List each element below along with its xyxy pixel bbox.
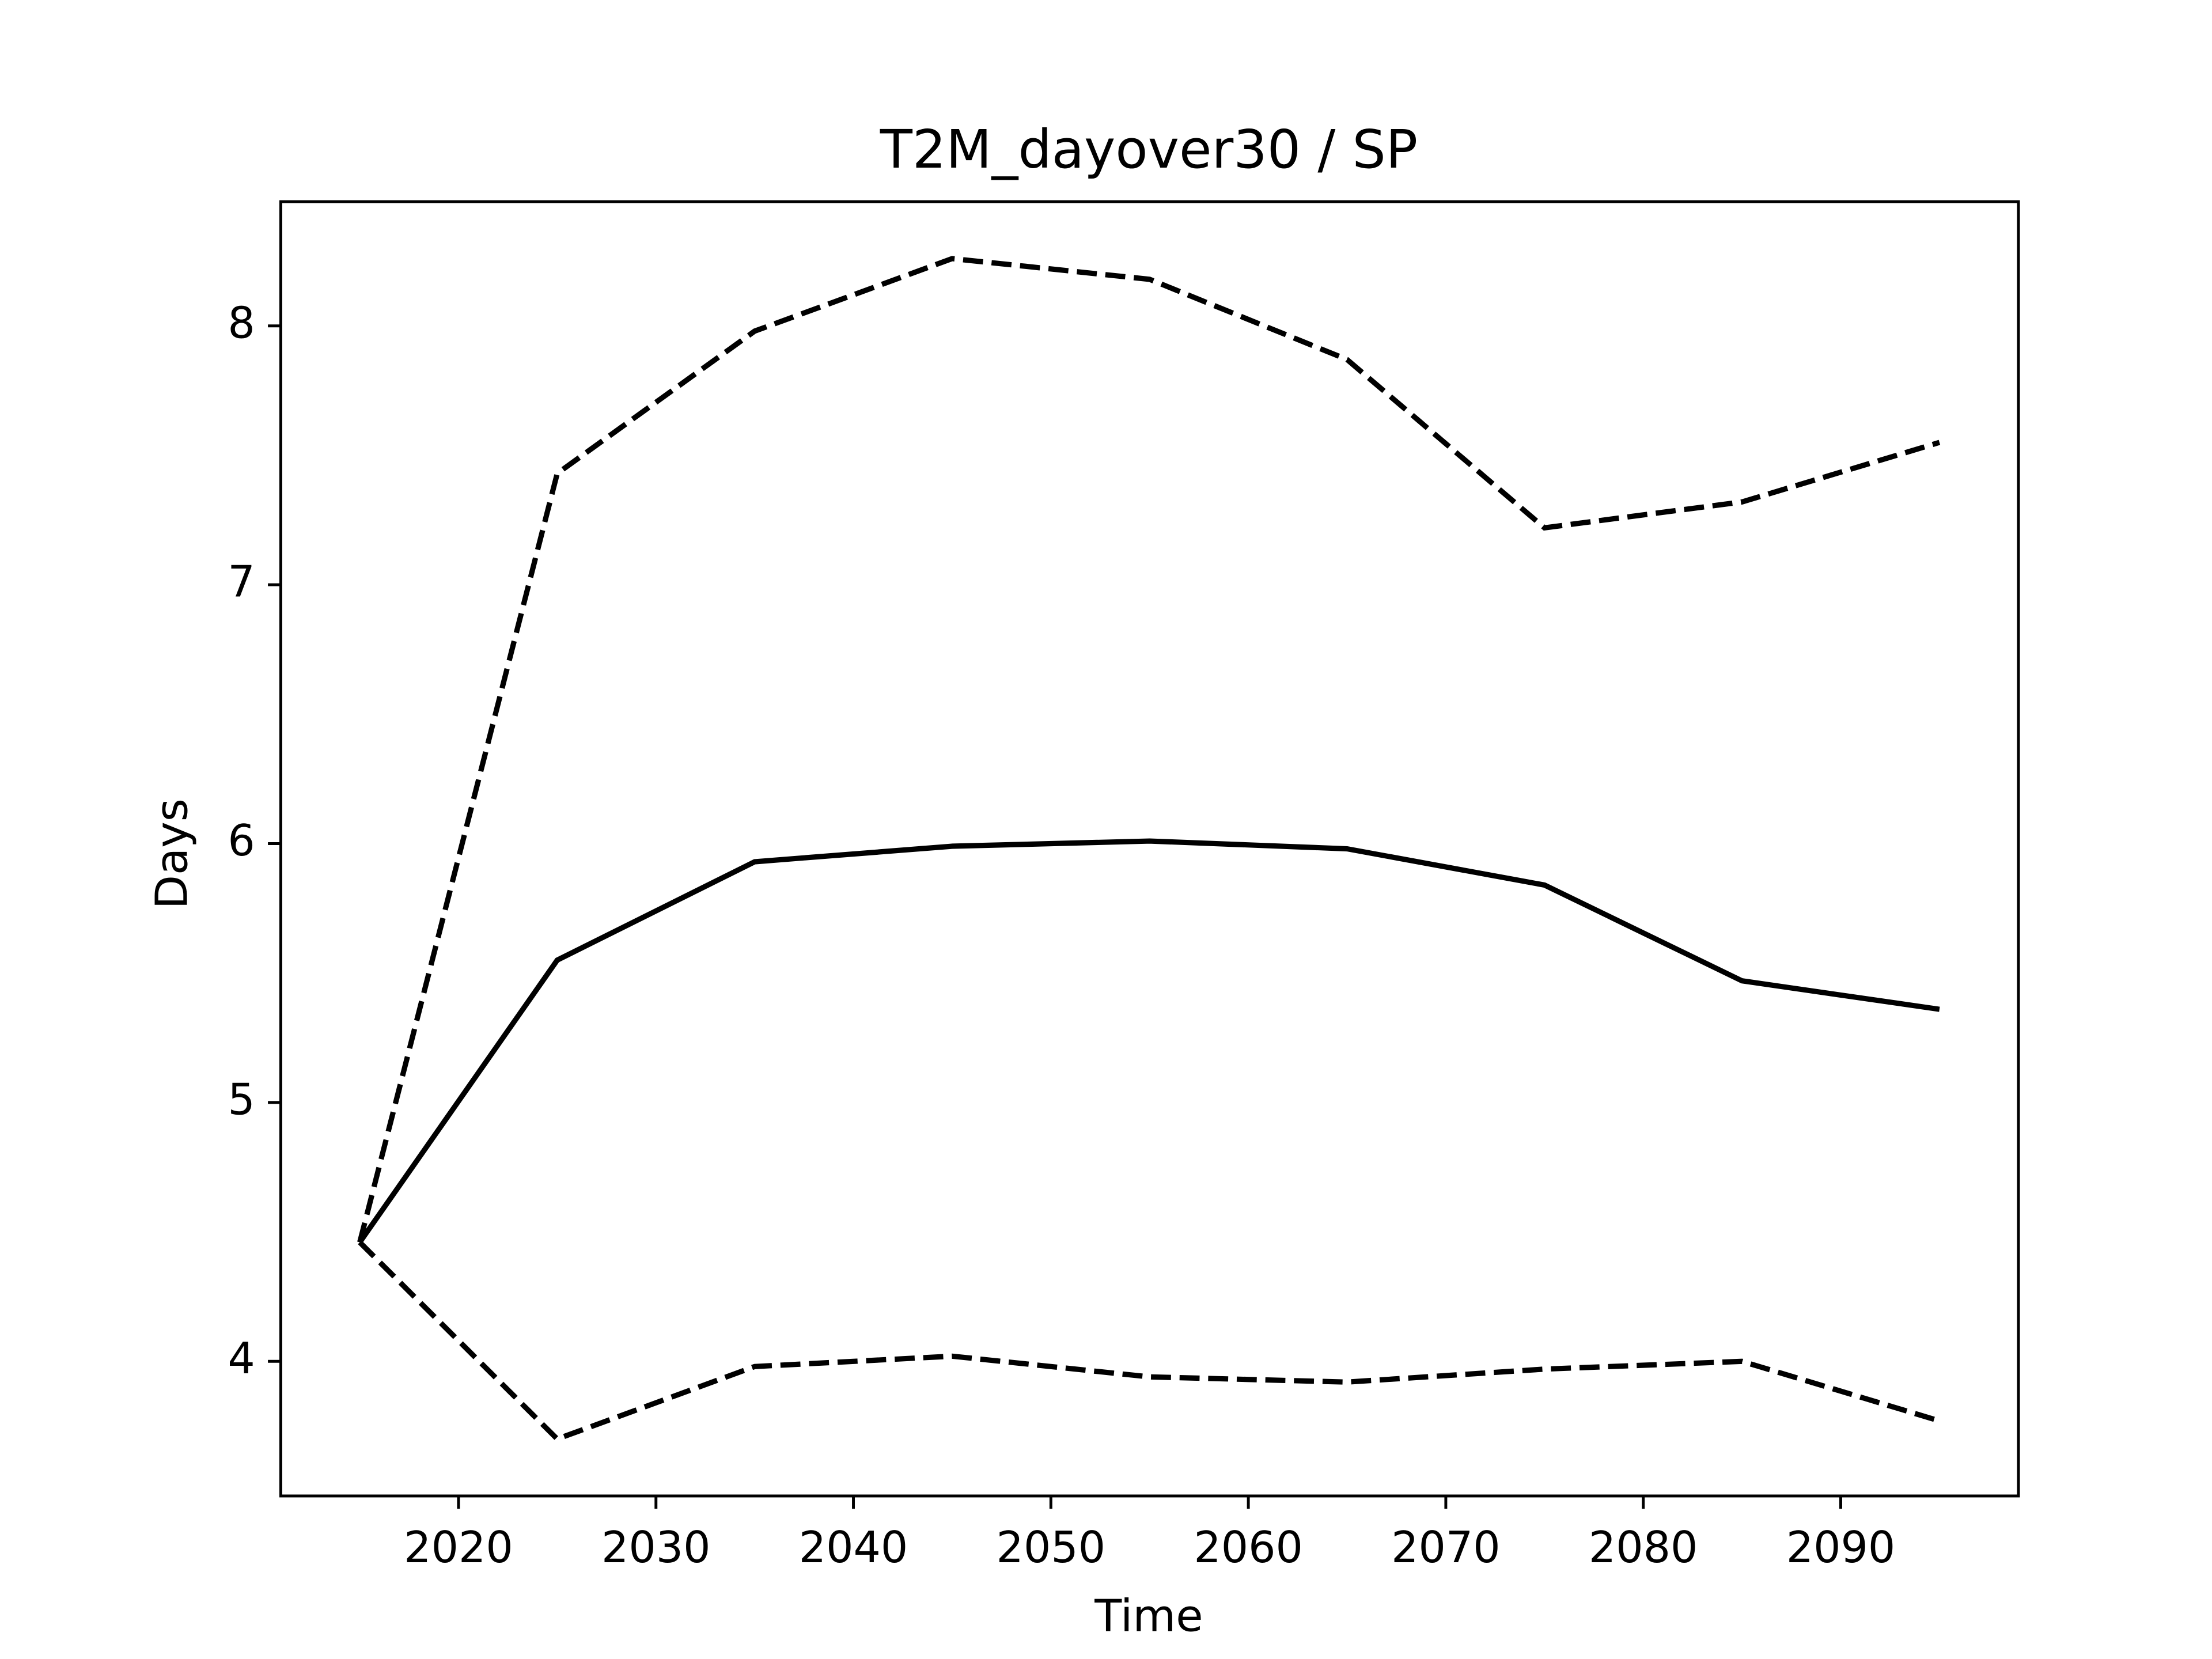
chart-title: T2M_dayover30 / SP	[880, 119, 1418, 180]
y-tick-label: 6	[228, 816, 255, 866]
y-tick-label: 8	[228, 298, 255, 348]
y-tick-label: 5	[228, 1074, 255, 1124]
x-tick-label: 2040	[799, 1522, 908, 1573]
series-line	[357, 256, 1941, 1243]
series-line	[357, 838, 1940, 1244]
x-tick-label: 2090	[1786, 1522, 1896, 1573]
x-tick-label: 2050	[997, 1522, 1106, 1573]
plot-frame	[279, 200, 2020, 1498]
x-axis-label: Time	[1094, 1590, 1203, 1642]
y-tick-label: 4	[228, 1334, 255, 1384]
x-tick-label: 2060	[1194, 1522, 1303, 1573]
x-tick-label: 2030	[601, 1522, 711, 1573]
x-tick-label: 2070	[1391, 1522, 1501, 1573]
x-tick-label: 2080	[1589, 1522, 1698, 1573]
series-line	[358, 1240, 1941, 1442]
x-tick-label: 2020	[404, 1522, 513, 1573]
y-tick-label: 7	[228, 557, 255, 607]
y-axis-label: Days	[147, 798, 198, 909]
